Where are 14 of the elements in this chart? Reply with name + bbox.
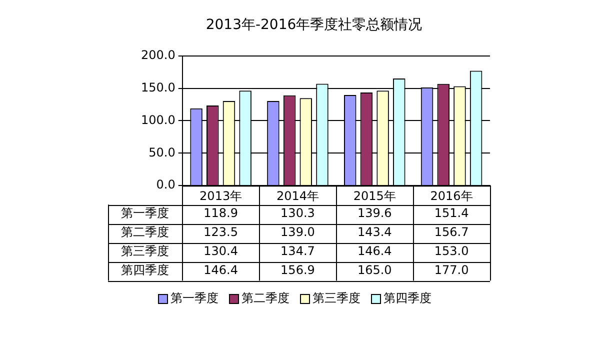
x-tick-label: 2014年: [276, 188, 319, 203]
chart-title: 2013年-2016年季度社零总额情况: [206, 17, 422, 34]
legend-label: 第四季度: [384, 290, 432, 307]
y-tick-label: 200.0: [140, 48, 176, 62]
legend-label: 第二季度: [242, 290, 290, 307]
legend-label: 第一季度: [170, 290, 218, 307]
x-tick-label: 2013年: [200, 188, 242, 203]
y-tick-label: 150.0: [140, 80, 176, 94]
x-tick-label: 2016年: [430, 188, 473, 203]
y-tick-label: 0.0: [156, 178, 176, 192]
legend-label: 第三季度: [312, 290, 360, 307]
y-tick-label: 100.0: [140, 112, 176, 127]
x-tick-label: 2015年: [353, 188, 396, 203]
y-tick-label: 50.0: [148, 145, 176, 160]
